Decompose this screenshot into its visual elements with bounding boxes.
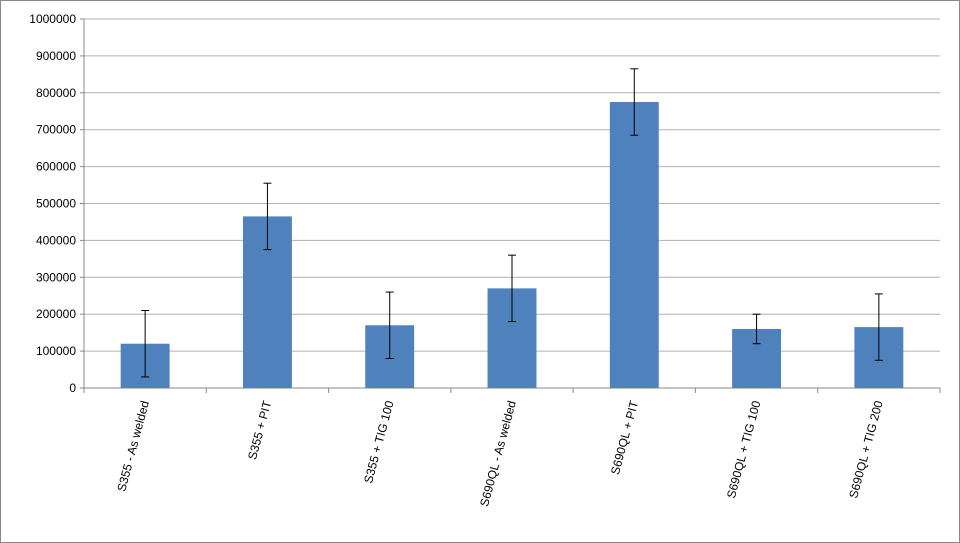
error-bar bbox=[508, 254, 516, 323]
y-tick-label: 1000000 bbox=[29, 12, 76, 26]
y-tick-label: 500000 bbox=[36, 197, 76, 211]
error-bar bbox=[263, 182, 272, 251]
y-tick-label: 600000 bbox=[36, 160, 76, 174]
y-tick-label: 900000 bbox=[36, 49, 76, 63]
error-bar bbox=[385, 291, 394, 359]
error-bar bbox=[141, 310, 150, 378]
y-tick-label: 400000 bbox=[36, 233, 76, 247]
y-tick-label: 200000 bbox=[36, 307, 76, 321]
y-tick-label: 300000 bbox=[36, 270, 76, 284]
error-bar bbox=[630, 68, 639, 136]
y-tick-label: 800000 bbox=[36, 86, 76, 100]
y-tick-label: 100000 bbox=[36, 344, 76, 358]
y-tick-label: 700000 bbox=[36, 123, 76, 137]
error-bar bbox=[752, 313, 761, 345]
bar bbox=[609, 102, 659, 389]
error-bar bbox=[874, 293, 883, 361]
y-tick-label: 0 bbox=[69, 381, 76, 395]
